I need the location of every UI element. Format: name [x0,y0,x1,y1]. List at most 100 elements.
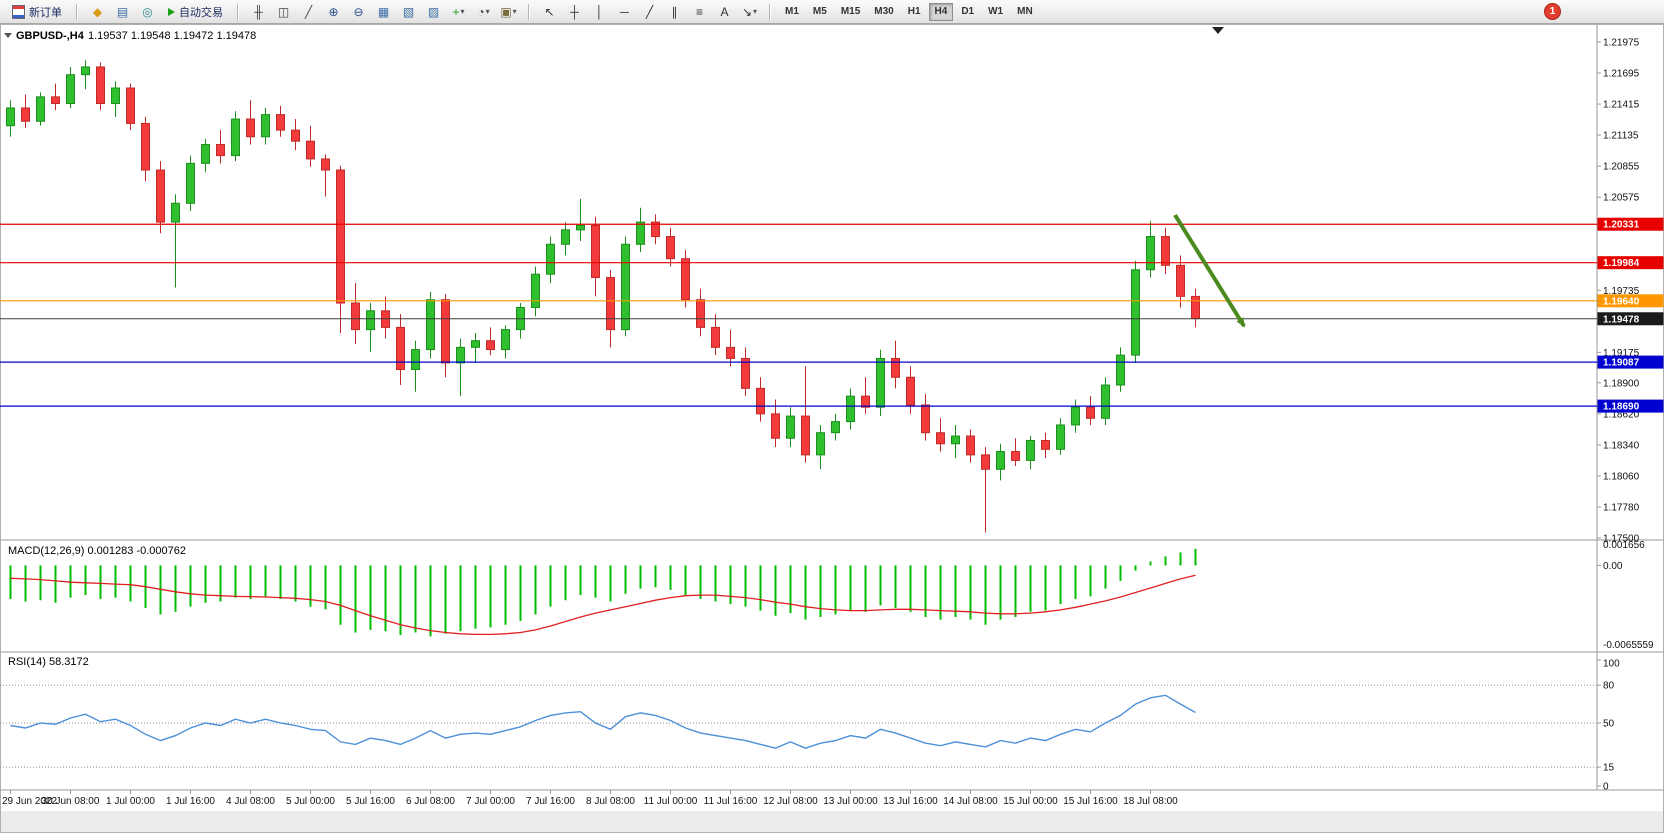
trendline-button[interactable]: ╱ [638,1,661,22]
periods-button[interactable]: ◔ ▾ [472,1,495,22]
text-label-button[interactable]: A [713,1,736,22]
indicators-icon: + [452,4,460,19]
crosshair-icon: ┼ [570,4,579,19]
autotrading-button[interactable]: 自动交易 [161,2,230,21]
chart-workspace: 1.21975 1.21695 1.21415 1.21135 1.20855 1.205… [0,24,1664,833]
candle-body [981,454,990,470]
tile-windows-button[interactable]: ▦ [372,1,395,22]
time-tick-label: 1 Jul 00:00 [106,796,155,807]
candle-body [756,387,765,415]
candle-body [936,432,945,445]
macd-axis-min: -0.0065559 [1603,640,1654,651]
account-icon-group: ◆ ▤ ◎ [85,1,160,22]
candle-body [786,415,795,439]
candle-body [921,404,930,434]
chart-symbol-title: GBPUSD-,H4 [16,30,85,42]
price-line-tag [1597,355,1664,369]
timeframe-M15[interactable]: M15 [835,3,866,21]
line-chart-button[interactable]: ╱ [297,1,320,22]
cursor-icon: ↖ [544,4,555,19]
timeframe-M30[interactable]: M30 [868,3,899,21]
cursor-button[interactable]: ↖ [538,1,561,22]
crosshair-button[interactable]: ┼ [563,1,586,22]
candle-body [1056,424,1065,450]
time-tick-label: 1 Jul 16:00 [166,796,215,807]
indicators-button[interactable]: + ▾ [447,1,470,22]
candle-body [561,229,570,245]
equidistant-channel-button[interactable]: ∥ [663,1,686,22]
candle-body [576,224,585,231]
timeframe-M5[interactable]: M5 [807,3,833,21]
zoom-out-button[interactable]: ⊖ [347,1,370,22]
new-order-button[interactable]: 新订单 [5,2,69,21]
chart-shift-marker[interactable] [1212,27,1224,34]
notification-badge[interactable]: 1 [1544,3,1561,20]
horizontal-line-button[interactable]: ─ [613,1,636,22]
candle-body [441,299,450,364]
price-line-tag [1597,294,1664,308]
price-tick-label: 1.17500 [1603,534,1640,545]
price-tick-label: 1.20855 [1603,162,1640,173]
macd-signal-line [10,574,1196,636]
main-toolbar: 新订单 ◆ ▤ ◎ 自动交易 ╫ ◫ ╱ ⊕ ⊖ ▦ ▧ ▨ + ▾ ◔ ▾ ▣ ▾ ↖ ┼ │ ─ ╱ ∥ ≡ A ↘ ▾ M… [0,0,1664,24]
price-line-tag-label: 1.20331 [1603,220,1640,231]
templates-button[interactable]: ▣ ▾ [497,1,520,22]
bar-chart-button[interactable]: ╫ [247,1,270,22]
candle-body [696,299,705,328]
candle-body [816,432,825,456]
time-tick-label: 12 Jul 08:00 [763,796,818,807]
arrange-windows-button[interactable]: ▨ [422,1,445,22]
candlestick-chart-button[interactable]: ◫ [272,1,295,22]
bottom-strip [0,811,1664,833]
candle-body [801,415,810,456]
price-tick-label: 1.21975 [1603,38,1640,49]
time-tick-label: 7 Jul 00:00 [466,796,515,807]
vertical-line-button[interactable]: │ [588,1,611,22]
time-tick-label: 13 Jul 16:00 [883,796,938,807]
templates-icon: ▣ [500,4,512,19]
rsi-axis-label: 15 [1603,763,1615,774]
price-lines: 1.20331 1.19984 1.19640 1.19478 1.19087 1.186… [0,217,1664,413]
candle-body [726,346,735,359]
candle-body [231,118,240,157]
chart-menu-icon[interactable] [4,33,12,38]
trend-arrow[interactable] [1173,213,1246,328]
price-line-tag-label: 1.19478 [1603,314,1640,325]
timeframe-MN[interactable]: MN [1011,3,1039,21]
zoom-in-button[interactable]: ⊕ [322,1,345,22]
tile-windows-icon: ▦ [377,4,390,19]
candle-body [1116,354,1125,386]
rsi-axis-label: 0 [1603,782,1609,793]
fibonacci-button[interactable]: ≡ [688,1,711,22]
candle-body [21,107,30,122]
candle-body [1041,439,1050,450]
chart-canvas[interactable]: 1.21975 1.21695 1.21415 1.21135 1.20855 1.205… [0,24,1664,833]
new-order-icon [12,4,25,19]
draw-tools-group: ↖ ┼ │ ─ ╱ ∥ ≡ A ↘ ▾ [537,1,762,22]
candle-body [396,326,405,371]
candle-body [351,302,360,331]
candle-body [456,346,465,364]
data-window-button[interactable]: ▤ [111,1,134,22]
timeframe-H4[interactable]: H4 [928,2,954,21]
time-tick-label: 30 Jun 08:00 [42,796,100,807]
dropdown-caret-icon: ▾ [460,6,465,16]
candle-body [1131,269,1140,356]
candle-body [666,236,675,260]
timeframe-group: M1 M5 M15 M30 H1 H4 D1 W1 MN [778,2,1040,21]
arrows-button[interactable]: ↘ ▾ [738,1,761,22]
timeframe-H1[interactable]: H1 [902,3,927,21]
timeframe-D1[interactable]: D1 [955,3,980,21]
horizontal-line-icon: ─ [620,4,629,19]
arrows-icon: ↘ [741,4,753,19]
news-button[interactable]: ◎ [136,1,159,22]
timeframe-M1[interactable]: M1 [779,3,805,21]
zoom-in-icon: ⊕ [328,4,339,19]
market-button[interactable]: ◆ [86,1,109,22]
cascade-windows-button[interactable]: ▧ [397,1,420,22]
fibonacci-icon: ≡ [695,4,703,19]
timeframe-W1[interactable]: W1 [982,3,1009,21]
candle-body [876,357,885,408]
price-tick-label: 1.21135 [1603,131,1639,142]
